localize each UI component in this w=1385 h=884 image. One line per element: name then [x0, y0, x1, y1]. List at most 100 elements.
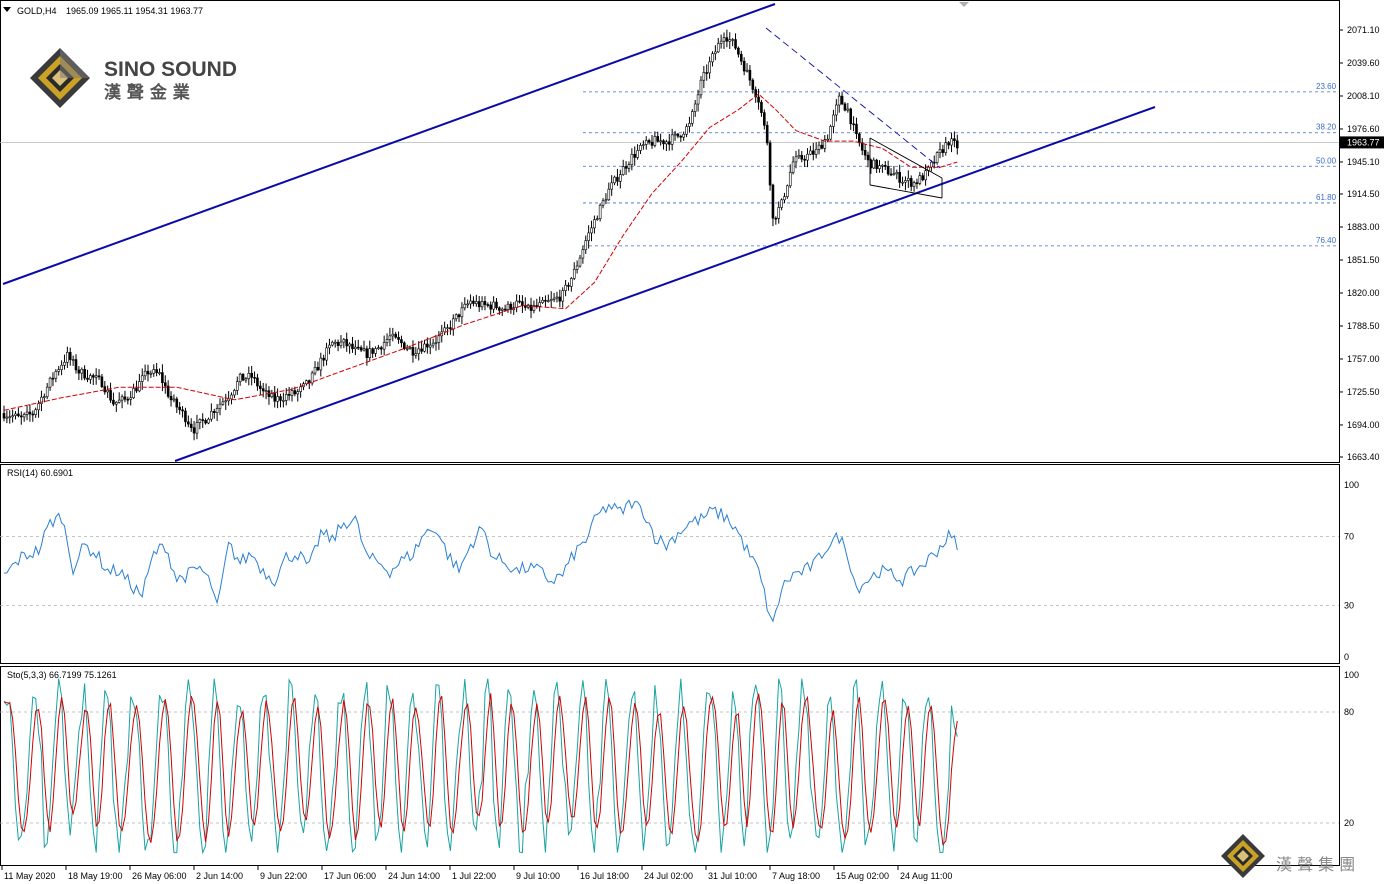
candle-body	[771, 184, 775, 219]
candle-body	[109, 389, 112, 401]
candle-body	[751, 79, 755, 90]
candle-body	[233, 390, 236, 396]
candle-body	[351, 343, 354, 350]
fibonacci-layer: 23.60 38.20 50.00 61.80 76.40	[0, 82, 1339, 247]
candle-body	[60, 364, 63, 370]
candle-body	[630, 153, 634, 165]
candle-body	[826, 138, 829, 141]
candle-body	[621, 166, 625, 175]
candle-body	[572, 269, 576, 279]
channel-upper-line	[2, 3, 776, 285]
candle-body	[17, 413, 20, 417]
candle-body	[261, 388, 265, 392]
candle-body	[94, 375, 98, 378]
candle-body	[43, 396, 46, 398]
time-tick-label: 26 May 06:00	[132, 871, 187, 881]
candle-body	[414, 353, 418, 356]
candle-body	[547, 300, 550, 302]
candle-body	[549, 299, 553, 301]
candle-body	[123, 396, 127, 400]
candle-body	[909, 178, 913, 187]
candle-body	[230, 394, 233, 400]
price-tick-label: 1663.40	[1347, 452, 1380, 462]
candle-body	[189, 423, 193, 429]
channel-lower-line	[174, 106, 1156, 462]
price-tick-label: 2071.10	[1347, 25, 1380, 35]
candle-body	[875, 159, 878, 169]
stochastic-layer: 100 80 20	[0, 670, 1359, 855]
candle-body	[431, 342, 435, 346]
candle-body	[368, 348, 372, 359]
candle-body	[305, 380, 308, 384]
candle-body	[955, 140, 959, 149]
rsi-line	[3, 499, 958, 623]
moving-average-layer	[3, 93, 958, 411]
shift-marker-icon[interactable]	[959, 2, 969, 7]
sto-tick-label: 80	[1344, 707, 1354, 717]
group-logo	[1221, 834, 1265, 878]
candle-body	[693, 103, 697, 112]
candle-body	[667, 141, 671, 145]
candle-body	[103, 386, 107, 393]
candle-body	[558, 296, 562, 302]
candle-body	[284, 394, 288, 401]
candle-body	[221, 401, 225, 405]
candle-body	[454, 314, 458, 320]
candle-body	[662, 140, 665, 145]
candle-body	[345, 339, 349, 347]
price-axis: 2071.10 2039.60 2008.10 1976.60 1945.10 1914.…	[1339, 25, 1384, 462]
candle-body	[377, 347, 380, 349]
wedge-lower-line	[869, 184, 943, 199]
candle-body	[31, 413, 35, 416]
candle-body	[803, 158, 806, 161]
candle-body	[385, 339, 389, 343]
candle-body	[863, 149, 867, 156]
candle-body	[408, 347, 412, 349]
price-tick-label: 1976.60	[1347, 124, 1380, 134]
time-tick-label: 18 May 19:00	[68, 871, 123, 881]
candle-body	[394, 333, 397, 338]
group-chinese: 漢 聲 集 團	[1276, 855, 1355, 874]
candle-body	[14, 413, 17, 416]
candle-body	[498, 307, 501, 311]
candle-body	[210, 411, 213, 420]
candle-body	[765, 124, 769, 144]
candle-body	[37, 403, 40, 411]
price-tick-label: 2039.60	[1347, 58, 1380, 68]
time-tick-label: 9 Jun 22:00	[260, 871, 307, 881]
candle-body	[912, 182, 916, 187]
candle-body	[348, 343, 351, 347]
chart-symbol: GOLD,H4	[17, 6, 57, 16]
candle-body	[40, 396, 43, 404]
candle-body	[757, 96, 760, 103]
candle-body	[270, 393, 274, 398]
candle-body	[578, 257, 582, 267]
dropdown-triangle-icon[interactable]	[3, 7, 11, 12]
candle-body	[797, 155, 801, 158]
candle-body	[8, 416, 12, 419]
candle-body	[587, 232, 590, 241]
candle-body	[2, 413, 6, 419]
candle-body	[74, 359, 78, 371]
candle-body	[397, 336, 400, 340]
rsi-layer: 100 70 30 0	[0, 480, 1359, 662]
candle-body	[650, 141, 654, 146]
candle-body	[814, 149, 818, 155]
candle-body	[115, 401, 118, 405]
candle-body	[716, 43, 720, 53]
candle-body	[296, 391, 300, 395]
candle-body	[328, 344, 331, 349]
candle-body	[379, 347, 383, 350]
candle-body	[143, 370, 147, 377]
candle-body	[400, 339, 403, 344]
candle-body	[598, 204, 602, 219]
candle-body	[22, 414, 26, 418]
candle-body	[800, 155, 804, 160]
candle-body	[676, 133, 680, 137]
candle-body	[809, 150, 812, 155]
candle-body	[374, 348, 377, 354]
channel-lines	[2, 3, 1156, 462]
candle-body	[742, 60, 746, 72]
candle-body	[469, 300, 472, 305]
candle-body	[5, 416, 9, 419]
